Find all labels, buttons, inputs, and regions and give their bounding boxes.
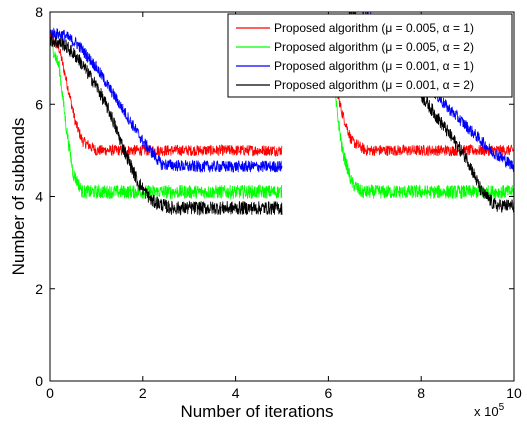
legend-items: Proposed algorithm (μ = 0.005, α = 1) Pro… [236, 21, 474, 92]
legend-label: Proposed algorithm (μ = 0.005, α = 1) [274, 21, 474, 35]
x-axis-multiplier: x 105 [474, 402, 505, 419]
x-axis-multiplier-exponent: 5 [499, 402, 505, 413]
series-2-line-part-2 [323, 35, 514, 199]
x-axis-label: Number of iterations [180, 402, 333, 421]
y-tick-label: 0 [35, 373, 43, 389]
legend-label: Proposed algorithm (μ = 0.005, α = 2) [274, 40, 474, 54]
y-tick-label: 6 [35, 96, 43, 112]
x-tick-label: 0 [46, 385, 54, 401]
x-tick-label: 2 [139, 385, 147, 401]
series-1-line-part-1 [50, 30, 283, 158]
series-1-line-part-2 [323, 35, 514, 157]
x-tick-label: 10 [506, 385, 522, 401]
legend: Proposed algorithm (μ = 0.005, α = 1) Pro… [227, 13, 513, 98]
series-3-line-part-1 [50, 27, 283, 173]
y-tick-label: 2 [35, 281, 43, 297]
y-tick-label: 4 [35, 189, 43, 205]
x-axis-multiplier-base: x 10 [474, 404, 499, 419]
legend-label: Proposed algorithm (μ = 0.001, α = 2) [274, 78, 474, 92]
series-2-line-part-1 [50, 38, 283, 200]
x-tick-label: 8 [417, 385, 425, 401]
legend-box [227, 13, 513, 98]
y-tick-label: 8 [35, 4, 43, 20]
x-tick-label: 4 [232, 385, 240, 401]
series-4-line-part-1 [50, 33, 283, 216]
legend-label: Proposed algorithm (μ = 0.001, α = 1) [274, 59, 474, 73]
y-axis-label: Number of subbands [9, 118, 28, 276]
series-1 [50, 30, 514, 158]
series-2 [50, 35, 514, 200]
x-tick-label: 6 [325, 385, 333, 401]
